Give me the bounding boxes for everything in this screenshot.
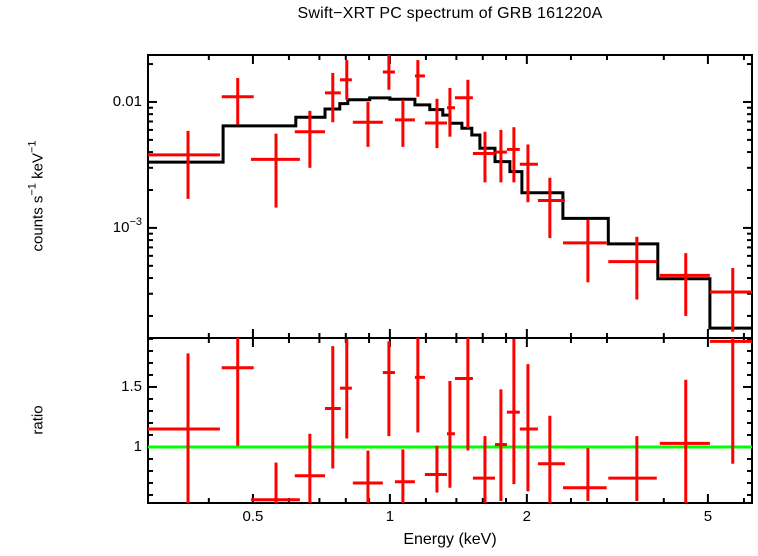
x-axis-label: Energy (keV) — [403, 531, 497, 548]
data-point-errorbar — [394, 449, 415, 503]
y-tick-label-counts: 10−3 — [112, 215, 142, 236]
data-point-errorbar — [519, 364, 538, 492]
y-tick-label-ratio: 1 — [133, 437, 142, 455]
data-point-errorbar — [221, 77, 254, 125]
data-point-errorbar — [382, 341, 395, 437]
data-point-errorbar — [709, 338, 752, 464]
data-point-errorbar — [394, 99, 415, 147]
data-point-errorbar — [382, 55, 395, 90]
data-point-errorbar — [446, 380, 455, 488]
data-point-errorbar — [340, 60, 352, 100]
x-tick-label: 0.5 — [242, 508, 264, 525]
data-point-errorbar — [506, 127, 520, 183]
data-point-errorbar — [608, 236, 657, 300]
data-point-errorbar — [472, 436, 495, 503]
data-point-errorbar — [494, 129, 507, 183]
data-point-errorbar — [414, 338, 425, 433]
ratio-data-points — [148, 338, 752, 503]
data-point-errorbar — [250, 133, 300, 208]
data-point-errorbar — [352, 101, 383, 147]
data-point-errorbar — [709, 268, 752, 332]
data-point-errorbar — [519, 144, 538, 203]
data-point-errorbar — [324, 346, 341, 469]
data-point-errorbar — [424, 98, 447, 149]
data-point-errorbar — [221, 338, 254, 446]
data-point-errorbar — [494, 389, 507, 501]
data-point-errorbar — [148, 353, 220, 503]
data-point-errorbar — [294, 433, 325, 503]
data-point-errorbar — [608, 436, 657, 501]
data-point-errorbar — [472, 131, 495, 183]
data-point-errorbar — [294, 110, 325, 168]
data-point-errorbar — [454, 338, 473, 451]
data-point-errorbar — [324, 72, 341, 123]
data-point-errorbar — [250, 462, 300, 503]
data-point-errorbar — [537, 415, 565, 503]
x-tick-label: 2 — [522, 508, 532, 525]
data-point-errorbar — [340, 338, 352, 439]
data-point-errorbar — [454, 79, 473, 129]
x-tick-label: 5 — [703, 508, 713, 525]
chart-title: Swift−XRT PC spectrum of GRB 161220A — [297, 5, 603, 22]
data-point-errorbar — [414, 60, 425, 97]
data-point-errorbar — [446, 88, 455, 137]
data-point-errorbar — [424, 445, 447, 493]
data-point-errorbar — [352, 450, 383, 503]
spectrum-data-points — [148, 55, 752, 332]
data-point-errorbar — [659, 253, 710, 316]
data-point-errorbar — [659, 379, 710, 503]
data-point-errorbar — [148, 130, 220, 199]
y-tick-label-counts: 0.01 — [112, 92, 142, 110]
data-point-errorbar — [537, 177, 565, 239]
data-point-errorbar — [563, 448, 607, 501]
y-tick-label-ratio: 1.5 — [121, 377, 142, 395]
x-tick-label: 1 — [385, 508, 395, 525]
data-point-errorbar — [506, 338, 520, 485]
data-point-errorbar — [563, 219, 607, 283]
